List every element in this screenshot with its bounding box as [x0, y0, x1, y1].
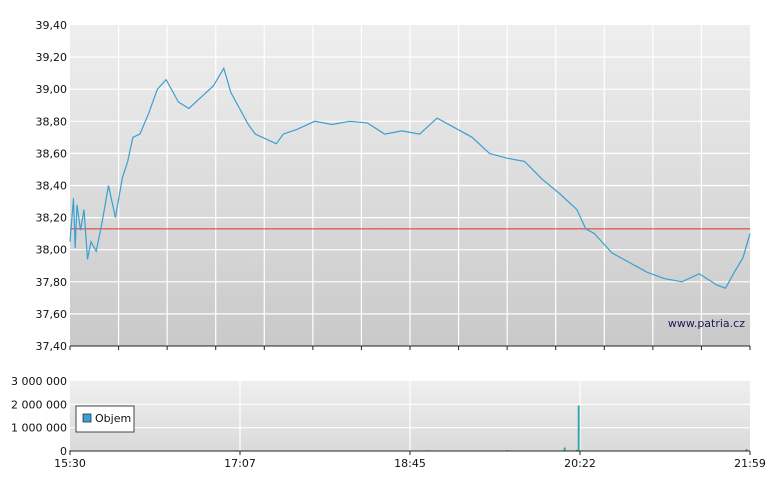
watermark: www.patria.cz [668, 317, 745, 330]
x-tick-label: 17:07 [224, 457, 256, 470]
vol-y-tick-label: 0 [60, 445, 67, 458]
volume-bar [745, 449, 748, 451]
y-tick-label: 37,60 [36, 308, 68, 321]
y-tick-label: 38,00 [36, 244, 68, 257]
x-tick-label: 18:45 [394, 457, 426, 470]
vol-y-tick-label: 3 000 000 [11, 375, 67, 388]
time-x-axis: 15:30 17:07 18:45 20:22 21:59 [54, 451, 766, 470]
volume-bar [575, 449, 578, 451]
volume-bar [563, 447, 566, 451]
y-tick-label: 38,80 [36, 115, 68, 128]
y-tick-label: 37,40 [36, 340, 68, 353]
volume-y-axis: 3 000 000 2 000 000 1 000 000 0 [11, 375, 67, 458]
x-tick-label: 21:59 [734, 457, 766, 470]
x-tick-label: 15:30 [54, 457, 86, 470]
volume-bar [577, 405, 580, 451]
price-grid [70, 25, 750, 346]
y-tick-label: 39,20 [36, 51, 68, 64]
price-y-axis: 39,40 39,20 39,00 38,80 38,60 38,40 38,20 38,00… [36, 19, 68, 353]
volume-grid [70, 381, 750, 451]
price-series-line [69, 66, 751, 289]
legend-label: Objem [95, 412, 131, 425]
y-tick-label: 39,40 [36, 19, 68, 32]
price-x-tickmarks [69, 346, 751, 350]
y-tick-label: 39,00 [36, 83, 68, 96]
y-tick-label: 38,20 [36, 212, 68, 225]
y-tick-label: 37,80 [36, 276, 68, 289]
y-tick-label: 38,60 [36, 147, 68, 160]
legend-swatch [82, 413, 92, 423]
volume-legend: Objem [75, 405, 135, 433]
y-tick-label: 38,40 [36, 180, 68, 193]
x-tick-label: 20:22 [564, 457, 596, 470]
vol-y-tick-label: 2 000 000 [11, 398, 67, 411]
vol-y-tick-label: 1 000 000 [11, 422, 67, 435]
